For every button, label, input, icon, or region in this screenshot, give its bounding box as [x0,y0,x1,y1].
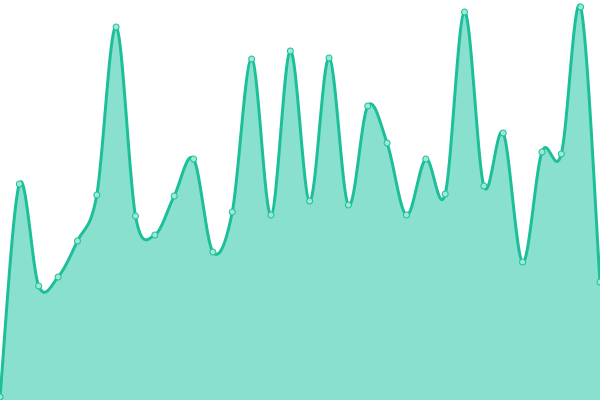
data-point-25 [480,182,488,190]
data-point-17 [325,54,333,62]
data-point-23 [441,190,449,198]
data-point-13 [248,55,256,63]
data-point-6 [112,23,120,31]
data-point-22 [422,155,430,163]
data-point-4 [73,237,81,245]
data-point-26 [499,129,507,137]
data-point-11 [209,248,217,256]
data-point-16 [306,197,314,205]
data-point-28 [538,148,546,156]
data-point-7 [131,212,139,220]
data-point-3 [54,273,62,281]
data-point-8 [151,231,159,239]
data-point-24 [461,8,469,16]
data-point-12 [228,208,236,216]
data-markers [0,3,600,400]
data-point-20 [383,139,391,147]
data-point-30 [577,3,585,11]
data-point-18 [344,201,352,209]
data-point-15 [286,47,294,55]
data-point-2 [35,282,43,290]
data-point-9 [170,192,178,200]
data-point-21 [402,211,410,219]
data-point-0 [0,393,4,400]
area-fill [0,4,600,400]
data-point-14 [267,211,275,219]
data-point-10 [190,155,198,163]
data-point-27 [519,258,527,266]
data-point-1 [15,180,23,188]
data-point-5 [93,191,101,199]
data-point-19 [364,102,372,110]
data-point-31 [596,278,600,286]
data-point-29 [557,150,565,158]
